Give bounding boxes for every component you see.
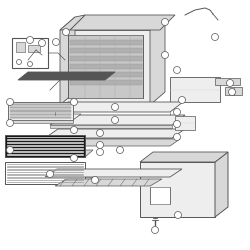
Polygon shape xyxy=(70,15,175,30)
Polygon shape xyxy=(150,17,165,105)
Circle shape xyxy=(38,40,46,46)
Circle shape xyxy=(6,120,14,126)
Circle shape xyxy=(116,146,123,154)
Polygon shape xyxy=(8,120,73,123)
Circle shape xyxy=(6,98,14,105)
Circle shape xyxy=(46,170,54,177)
Polygon shape xyxy=(175,116,195,130)
Circle shape xyxy=(174,212,182,218)
Polygon shape xyxy=(60,15,85,30)
Circle shape xyxy=(6,146,14,154)
Polygon shape xyxy=(18,72,115,80)
Circle shape xyxy=(228,88,235,96)
Polygon shape xyxy=(5,135,85,157)
Circle shape xyxy=(162,52,168,59)
Polygon shape xyxy=(5,150,93,157)
Polygon shape xyxy=(8,114,81,120)
Polygon shape xyxy=(140,152,228,162)
Polygon shape xyxy=(50,115,185,125)
Circle shape xyxy=(174,108,180,116)
Polygon shape xyxy=(70,56,142,61)
Circle shape xyxy=(212,34,218,40)
Polygon shape xyxy=(8,102,73,120)
Polygon shape xyxy=(55,102,183,112)
Polygon shape xyxy=(150,187,170,204)
Circle shape xyxy=(62,28,70,35)
Polygon shape xyxy=(70,72,142,77)
Circle shape xyxy=(70,98,78,105)
Polygon shape xyxy=(170,77,220,102)
Circle shape xyxy=(92,176,98,184)
Polygon shape xyxy=(140,162,215,217)
Polygon shape xyxy=(45,138,172,141)
Polygon shape xyxy=(60,30,150,105)
Polygon shape xyxy=(68,35,143,98)
Circle shape xyxy=(52,38,60,46)
Polygon shape xyxy=(5,162,85,184)
Polygon shape xyxy=(45,129,185,138)
Circle shape xyxy=(70,126,78,134)
Circle shape xyxy=(174,66,180,73)
Circle shape xyxy=(96,130,103,136)
Polygon shape xyxy=(28,45,40,52)
Circle shape xyxy=(96,148,103,156)
Polygon shape xyxy=(70,64,142,69)
Circle shape xyxy=(70,154,78,162)
Circle shape xyxy=(226,80,234,86)
Circle shape xyxy=(26,36,34,44)
Circle shape xyxy=(162,18,168,26)
Circle shape xyxy=(152,226,158,234)
Polygon shape xyxy=(70,48,142,53)
Polygon shape xyxy=(70,40,142,45)
Circle shape xyxy=(178,96,186,103)
Polygon shape xyxy=(45,169,182,177)
Circle shape xyxy=(112,116,118,123)
Polygon shape xyxy=(215,152,228,217)
Polygon shape xyxy=(225,87,242,95)
Polygon shape xyxy=(60,17,75,105)
Circle shape xyxy=(28,62,32,66)
Polygon shape xyxy=(12,38,48,68)
Polygon shape xyxy=(50,125,172,128)
Circle shape xyxy=(174,120,180,128)
Circle shape xyxy=(96,142,103,148)
Circle shape xyxy=(16,60,21,64)
Polygon shape xyxy=(50,139,180,146)
Polygon shape xyxy=(5,177,93,184)
Polygon shape xyxy=(70,80,142,85)
Circle shape xyxy=(112,104,118,110)
Polygon shape xyxy=(215,78,240,85)
Polygon shape xyxy=(55,179,162,186)
Polygon shape xyxy=(16,42,25,52)
Circle shape xyxy=(174,134,180,140)
